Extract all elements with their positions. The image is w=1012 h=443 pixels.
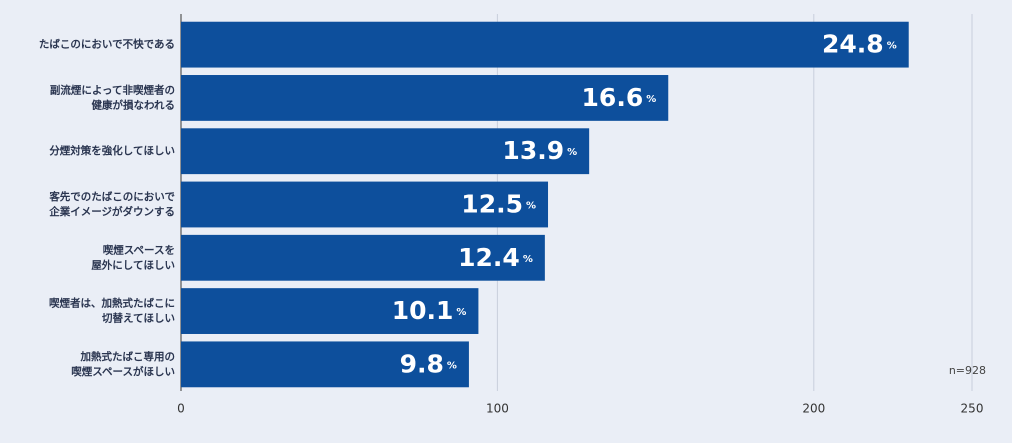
bar [181,21,909,68]
x-tick-label: 0 [177,402,185,416]
category-label: 副流煙によって非喫煙者の健康が損なわれる [50,83,175,111]
bar [181,234,545,281]
category-label: 客先でのたばこのにおいで企業イメージがダウンする [48,190,175,218]
value-label: 10.1% [392,296,467,325]
bar [181,288,479,334]
category-label: 加熱式たばこ専用の喫煙スペースがほしい [71,350,175,378]
x-tick-label: 250 [961,402,984,416]
sample-size-note: n=928 [949,364,986,377]
bar [181,75,669,121]
category-label: たばこのにおいで不快である [39,38,175,51]
value-label: 13.9% [502,136,577,165]
x-tick-label: 100 [486,402,509,416]
value-label: 16.6% [582,83,657,112]
value-label: 12.5% [461,190,536,219]
category-label: 喫煙スペースを屋外にしてほしい [91,243,175,271]
bar [181,341,469,388]
value-label: 12.4% [458,243,533,272]
bar [181,128,590,175]
category-label: 分煙対策を強化してほしい [49,144,175,157]
category-label: 喫煙者は、加熱式たばこに切替えてほしい [49,297,175,325]
value-label: 24.8% [822,30,897,59]
x-tick-label: 200 [802,402,825,416]
value-label: 9.8% [400,349,457,378]
bar [181,181,549,228]
